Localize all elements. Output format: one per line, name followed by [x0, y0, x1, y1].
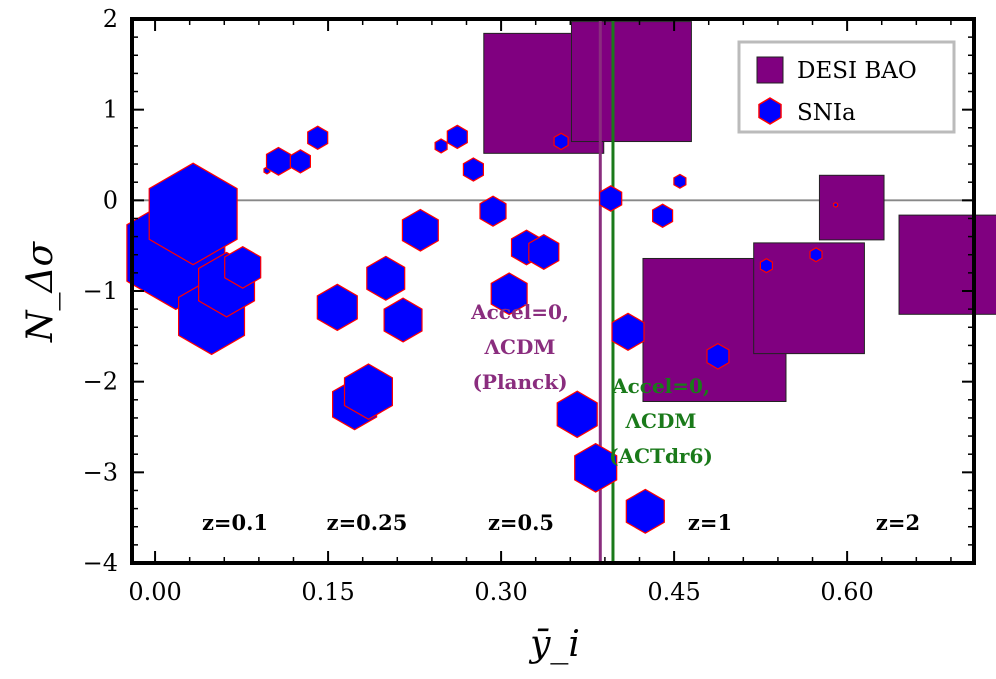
z-label-4: z=2 [876, 510, 920, 535]
x-tick-label: 0.00 [128, 578, 181, 606]
x-tick-label: 0.45 [647, 578, 700, 606]
snia-hexagon-4 [224, 246, 262, 289]
vertical-line-labels: Accel=0, ΛCDM (Planck) Accel=0, ΛCDM (AC… [470, 300, 713, 468]
planck-label-line-1: Accel=0, [470, 300, 569, 324]
y-tick-label: −4 [83, 549, 118, 577]
snia-hexagon-9 [316, 283, 358, 332]
plot-area [126, 19, 996, 563]
y-tick-label: −1 [83, 277, 118, 305]
y-tick-label: 0 [103, 186, 118, 214]
snia-hexagon-12 [366, 255, 406, 301]
y-tick-label: 1 [103, 96, 118, 124]
x-axis-title: ȳ_i [528, 624, 580, 665]
legend-marker-desi-bao [756, 56, 784, 84]
y-axis-title: N_Δσ [20, 241, 61, 343]
snia-hexagon-29 [673, 173, 687, 189]
snia-hexagon-23 [556, 390, 598, 439]
snia-hexagon-7 [289, 149, 311, 174]
snia-hexagon-15 [434, 138, 448, 154]
planck-label-line-2: ΛCDM [484, 335, 556, 359]
desi-bao-square-3 [753, 242, 865, 355]
snia-hexagon-25 [599, 185, 623, 212]
snia-hexagon-18 [479, 195, 507, 227]
legend-marker-snia [758, 97, 782, 125]
snia-hexagon-11 [343, 363, 393, 420]
snia-hexagon-26 [611, 312, 645, 351]
y-tick-label: −2 [83, 368, 118, 396]
actdr6-label-line-2: ΛCDM [625, 409, 697, 433]
snia-hexagon-16 [446, 124, 468, 150]
desi-bao-square-4 [818, 174, 885, 241]
z-label-2: z=0.5 [488, 510, 554, 535]
snia-hexagon-13 [383, 297, 423, 343]
snia-hexagon-1 [148, 162, 238, 266]
snia-hexagon-32 [809, 247, 823, 263]
legend-label-desi-bao: DESI BAO [797, 58, 917, 84]
z-label-1: z=0.25 [327, 510, 408, 535]
snia-hexagon-19 [490, 272, 528, 316]
x-tick-label: 0.60 [820, 578, 873, 606]
y-tick-label: 2 [103, 5, 118, 33]
snia-hexagon-17 [462, 157, 484, 182]
legend-label-snia: SNIa [797, 100, 856, 126]
snia-hexagon-30 [706, 342, 730, 370]
snia-hexagon-6 [265, 146, 292, 176]
snia-hexagon-31 [759, 258, 774, 274]
snia-hexagon-33 [832, 201, 839, 208]
actdr6-label-line-3: (ACTdr6) [609, 444, 713, 468]
snia-hexagon-22 [553, 132, 569, 151]
snia-hexagon-8 [307, 125, 329, 150]
desi-bao-square-5 [898, 214, 996, 315]
desi-bao-square-1 [570, 21, 692, 143]
snia-hexagon-24 [574, 442, 618, 493]
planck-label-line-3: (Planck) [472, 370, 567, 394]
redshift-labels: z=0.1 z=0.25 z=0.5 z=1 z=2 [202, 510, 920, 535]
snia-hexagon-14 [401, 208, 439, 252]
z-label-0: z=0.1 [202, 510, 268, 535]
z-label-3: z=1 [688, 510, 732, 535]
x-tick-label: 0.15 [301, 578, 354, 606]
snia-hexagon-21 [528, 234, 560, 270]
axis-ticks: 0.00 0.15 0.30 0.45 0.60 2 1 0 −1 −2 −3 −4 [83, 5, 974, 606]
snia-hexagon-28 [651, 203, 674, 228]
legend: DESI BAO SNIa [737, 40, 956, 134]
y-tick-label: −3 [83, 458, 118, 486]
actdr6-label-line-1: Accel=0, [611, 374, 710, 398]
snia-hexagon-27 [625, 488, 665, 534]
x-tick-label: 0.30 [474, 578, 527, 606]
